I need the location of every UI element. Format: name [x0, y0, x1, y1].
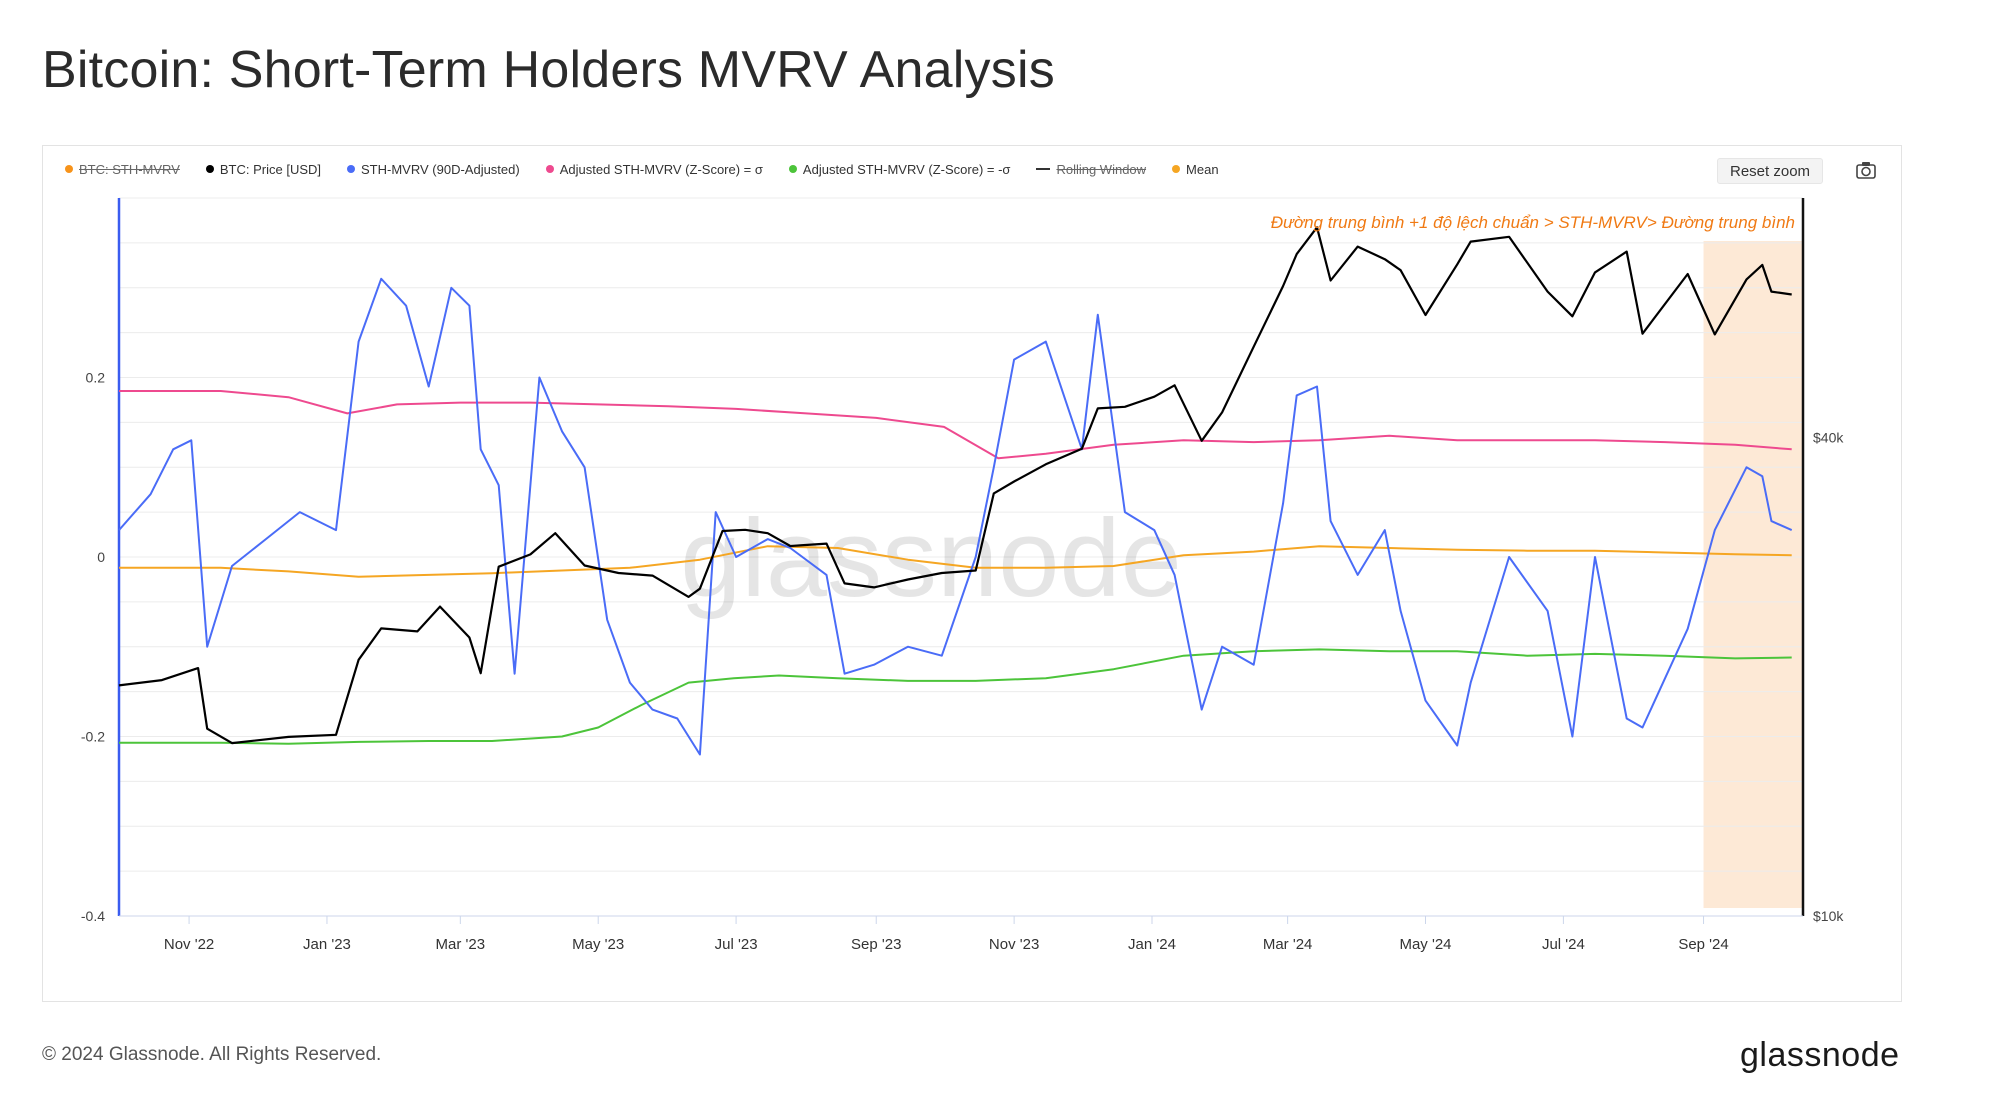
legend-marker: [65, 165, 73, 173]
page-title: Bitcoin: Short-Term Holders MVRV Analysi…: [42, 41, 1055, 99]
x-tick-label: Sep '23: [851, 936, 901, 953]
legend-label: Rolling Window: [1056, 161, 1147, 177]
x-tick-label: Nov '22: [164, 936, 214, 953]
y-right-tick-label: $10k: [1813, 908, 1844, 924]
series-line-adjusted-sth-mvrv-z-score: [119, 648, 1792, 745]
legend-label: Adjusted STH-MVRV (Z-Score) = -σ: [802, 161, 1011, 177]
legend-item-sth-mvrv-adjusted[interactable]: STH-MVRV (90D-Adjusted): [347, 162, 520, 177]
legend-marker: [788, 165, 797, 173]
legend-label: BTC: Price [USD]: [219, 161, 322, 177]
y-left-tick-label: -0.4: [81, 908, 105, 924]
series-line-adjusted-sth-mvrv-z-score: [119, 390, 1792, 460]
x-tick-label: Jul '23: [715, 936, 758, 953]
legend-item-sth-mvrv[interactable]: BTC: STH-MVRV: [65, 162, 180, 177]
x-tick-label: Mar '23: [436, 936, 486, 953]
series-line-sth-mvrv-90d-adjusted: [118, 277, 1793, 756]
x-tick-label: Jan '24: [1128, 936, 1176, 953]
x-tick-label: Nov '23: [989, 936, 1039, 953]
legend-marker: [545, 165, 554, 173]
legend-label: STH-MVRV (90D-Adjusted): [361, 161, 520, 177]
x-tick-label: Mar '24: [1263, 936, 1313, 953]
legend-item-zscore-plus-sigma[interactable]: Adjusted STH-MVRV (Z-Score) = σ: [545, 161, 763, 177]
camera-icon[interactable]: [1855, 160, 1877, 180]
chart-panel: BTC: STH-MVRV BTC: Price [USD] STH-MVRV …: [42, 145, 1902, 1002]
chart-plot[interactable]: glassnode 0.2 0 -0.2 -0.4 $40k $10k Nov '22 Jan …: [43, 146, 1901, 1001]
x-tick-label: May '23: [572, 936, 624, 953]
annotation-text: Đường trung bình +1 độ lệch chuẩn > STH-…: [1271, 213, 1795, 232]
legend-label: Adjusted STH-MVRV (Z-Score) = σ: [559, 161, 763, 177]
highlight-region: [1703, 241, 1803, 908]
watermark-text: glassnode: [680, 497, 1182, 620]
y-right-tick-label: $40k: [1813, 429, 1844, 445]
x-tick-label: May '24: [1399, 936, 1451, 953]
glassnode-logo: glassnode: [1740, 1036, 1900, 1074]
legend-marker: [205, 165, 214, 173]
legend-label: Mean: [1186, 161, 1219, 177]
x-tick-label: Sep '24: [1678, 936, 1728, 953]
y-left-tick-label: -0.2: [81, 729, 105, 745]
legend-item-rolling-window[interactable]: Rolling Window: [1036, 162, 1146, 177]
x-tick-label: Jan '23: [303, 936, 351, 953]
legend-marker: [347, 165, 356, 173]
reset-zoom-button[interactable]: Reset zoom: [1717, 158, 1824, 184]
legend-item-price[interactable]: BTC: Price [USD]: [205, 161, 322, 177]
legend-item-mean[interactable]: Mean: [1172, 162, 1219, 177]
legend-item-zscore-minus-sigma[interactable]: Adjusted STH-MVRV (Z-Score) = -σ: [788, 161, 1011, 177]
legend-marker: [1172, 165, 1181, 173]
legend-label: BTC: STH-MVRV: [79, 161, 180, 177]
legend-marker: [1036, 168, 1051, 170]
chart-legend: BTC: STH-MVRV BTC: Price [USD] STH-MVRV …: [65, 158, 1219, 180]
series-line-btc-price-usd: [118, 226, 1792, 745]
x-tick-label: Jul '24: [1542, 936, 1585, 953]
y-left-tick-label: 0.2: [86, 370, 106, 386]
copyright-text: © 2024 Glassnode. All Rights Reserved.: [42, 1044, 382, 1065]
y-left-tick-label: 0: [97, 549, 105, 565]
